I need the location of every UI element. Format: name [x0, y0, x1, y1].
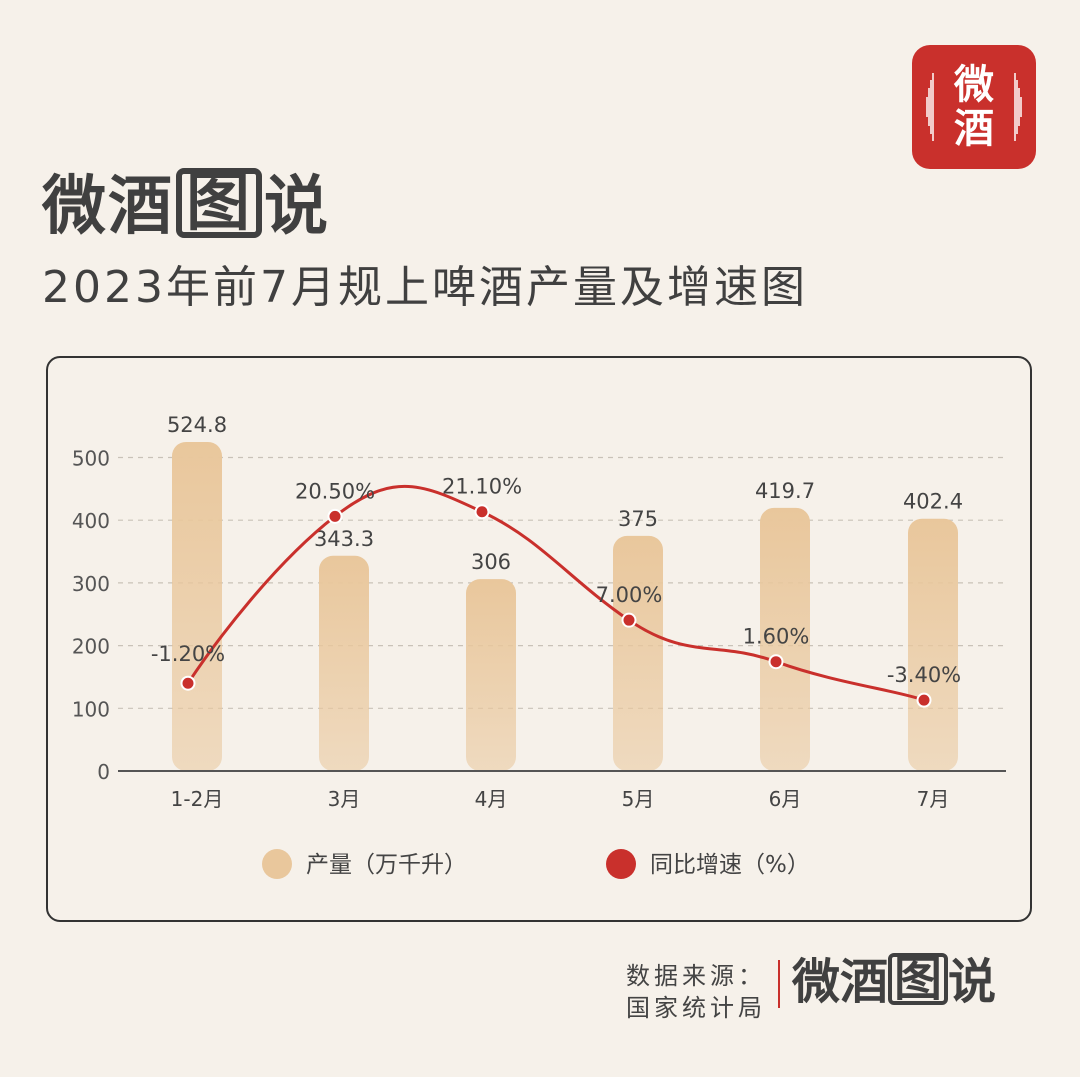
y-tick-label: 200 — [72, 635, 110, 659]
chart-subtitle: 2023年前7月规上啤酒产量及增速图 — [42, 262, 808, 313]
rate-value-label: 1.60% — [743, 625, 810, 649]
footer-brand-boxed: 图 — [888, 953, 949, 1005]
bar — [760, 507, 810, 771]
x-tick-label: 3月 — [328, 787, 361, 811]
y-tick-label: 0 — [97, 760, 110, 784]
rate-line — [186, 485, 925, 702]
rate-point — [180, 675, 196, 691]
logo-stripes — [926, 73, 1022, 141]
bar — [908, 518, 958, 771]
y-tick-label: 100 — [72, 697, 110, 721]
footer-divider — [778, 960, 780, 1008]
rate-value-label: -1.20% — [151, 642, 225, 666]
legend-swatch-bar — [262, 849, 292, 879]
source-value: 国家统计局 — [626, 994, 766, 1022]
logo-badge: 微酒 — [912, 45, 1036, 169]
logo-text: 微酒 — [954, 62, 994, 152]
bar-value-label: 419.7 — [755, 479, 815, 503]
x-tick-label: 4月 — [475, 787, 508, 811]
brand-name-part1: 微酒 — [42, 170, 174, 244]
footer-brand-part1: 微酒 — [792, 954, 889, 1010]
rate-value-label: -3.40% — [887, 663, 961, 687]
footer-brand-part3: 说 — [948, 954, 997, 1010]
rate-point — [916, 692, 932, 708]
rate-point — [474, 504, 490, 520]
brand-name-boxed: 图 — [176, 168, 262, 238]
bar-value-label: 524.8 — [167, 413, 227, 437]
bar — [613, 535, 663, 771]
bar-value-label: 306 — [471, 550, 511, 574]
footer-brand: 微酒图说 — [792, 950, 996, 1014]
rate-point — [327, 508, 343, 524]
x-tick-label: 1-2月 — [171, 787, 224, 811]
brand-title: 微酒图说 — [42, 168, 330, 244]
bar — [172, 441, 222, 771]
rate-point — [621, 612, 637, 628]
bar — [319, 555, 369, 771]
x-tick-label: 5月 — [622, 787, 655, 811]
brand-name-part3: 说 — [264, 170, 330, 244]
bar-value-label: 402.4 — [903, 490, 963, 514]
source-label: 数据来源： — [626, 962, 766, 990]
x-tick-label: 7月 — [917, 787, 950, 811]
rate-point — [768, 654, 784, 670]
rate-value-label: 21.10% — [442, 475, 522, 499]
rate-value-label: 7.00% — [596, 583, 663, 607]
bar-value-label: 375 — [618, 507, 658, 531]
legend-swatch-line — [606, 849, 636, 879]
legend-label-line: 同比增速（%） — [650, 852, 810, 878]
y-tick-label: 300 — [72, 572, 110, 596]
bar — [466, 579, 516, 771]
rate-value-label: 20.50% — [295, 479, 375, 503]
y-tick-label: 400 — [72, 509, 110, 533]
x-tick-label: 6月 — [769, 787, 802, 811]
y-tick-label: 500 — [72, 447, 110, 471]
bar-value-label: 343.3 — [314, 527, 374, 551]
legend-label-bar: 产量（万千升） — [306, 852, 467, 878]
